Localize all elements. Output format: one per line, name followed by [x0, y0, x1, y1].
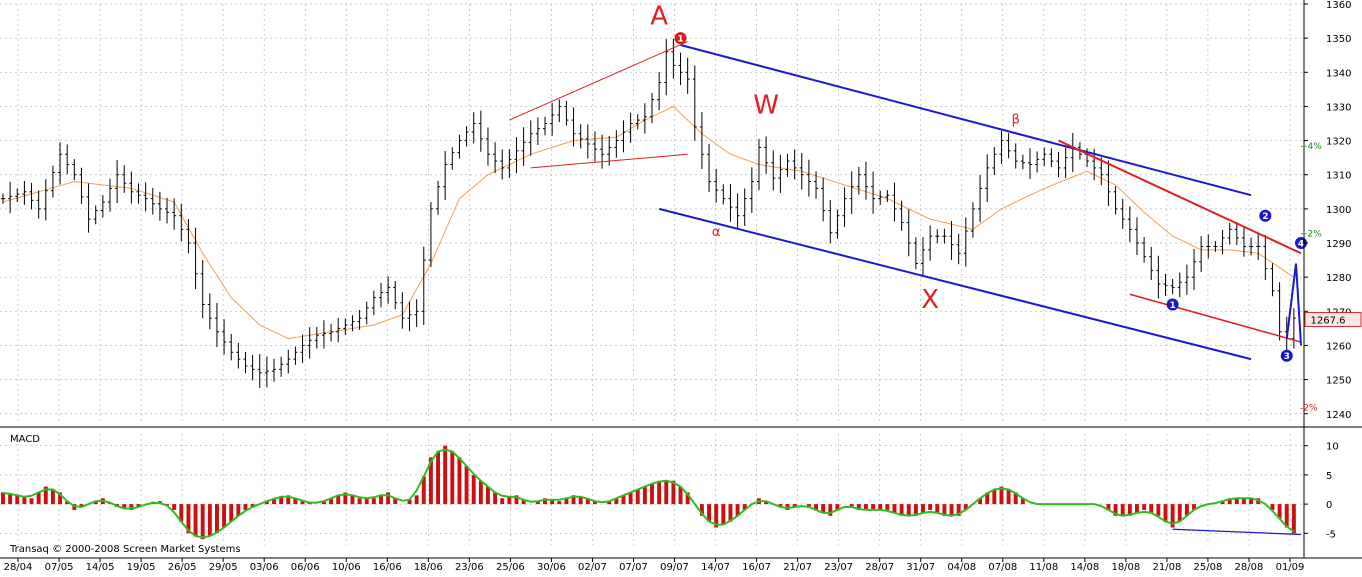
date-tick-label: 16/06	[373, 562, 402, 573]
wave-marker-label: 4	[1298, 240, 1304, 250]
channel-lower-line	[658, 207, 1252, 361]
percent-mark-label: -2%	[1300, 403, 1318, 413]
projection-down-line	[1295, 263, 1302, 346]
wave-marker-label: 1	[1169, 301, 1175, 311]
date-tick-label: 14/05	[86, 562, 115, 573]
date-tick-label: 28/07	[865, 562, 894, 573]
last-price-box	[1304, 312, 1362, 327]
price-tick-label: 1240	[1326, 410, 1351, 421]
date-tick-label: 31/07	[906, 562, 935, 573]
date-tick-label: 07/07	[619, 562, 648, 573]
date-tick-label: 29/05	[209, 562, 238, 573]
wedge-upper-line	[1058, 139, 1302, 255]
wave-label: A	[650, 1, 668, 31]
date-tick-label: 14/07	[701, 562, 730, 573]
date-tick-label: 21/07	[783, 562, 812, 573]
date-tick-label: 11/08	[1029, 562, 1058, 573]
triangle-upper-line	[509, 41, 688, 121]
date-tick-label: 14/08	[1070, 562, 1099, 573]
channel-upper-line	[680, 44, 1252, 197]
date-tick-label: 02/07	[578, 562, 607, 573]
price-tick-label: 1330	[1326, 102, 1351, 113]
wave-label: W	[753, 90, 779, 120]
price-tick-label: 1310	[1326, 171, 1351, 182]
wave-marker-label: 3	[1284, 352, 1290, 362]
price-tick-label: 1300	[1326, 205, 1351, 216]
date-tick-label: 07/05	[45, 562, 74, 573]
wave-marker-circle	[1166, 298, 1179, 311]
date-tick-label: 23/06	[455, 562, 484, 573]
wave-label: X	[921, 285, 939, 315]
date-tick-label: 25/08	[1194, 562, 1223, 573]
date-tick-label: 28/08	[1235, 562, 1264, 573]
wave-marker-label: 1	[677, 35, 683, 45]
price-tick-label: 1350	[1326, 34, 1351, 45]
wave-marker-label: 2	[1262, 212, 1268, 222]
last-price-label: 1267.6	[1311, 316, 1346, 327]
price-tick-label: 1250	[1326, 376, 1351, 387]
price-tick-label: 1290	[1326, 239, 1351, 250]
macd-tick-label: 0	[1326, 500, 1332, 511]
price-tick-label: 1340	[1326, 68, 1351, 79]
price-tick-label: 1360	[1326, 0, 1351, 11]
date-tick-label: 01/09	[1276, 562, 1305, 573]
macd-tick-label: -5	[1326, 529, 1336, 540]
wave-marker-circle	[1259, 209, 1272, 222]
date-tick-label: 21/08	[1152, 562, 1181, 573]
macd-divergence-line	[1172, 528, 1302, 536]
wave-marker-circle	[1280, 349, 1293, 362]
moving-average-line	[2, 105, 1295, 340]
wave-marker-circle	[674, 32, 687, 45]
date-tick-label: 30/06	[537, 562, 566, 573]
percent-mark-label: +4%	[1300, 142, 1322, 152]
date-tick-label: 07/08	[988, 562, 1017, 573]
copyright-text: Transaq © 2000-2008 Screen Market System…	[9, 544, 241, 555]
date-tick-label: 09/07	[660, 562, 689, 573]
wave-label: β	[1012, 113, 1020, 128]
date-tick-label: 16/07	[742, 562, 771, 573]
date-tick-label: 10/06	[332, 562, 361, 573]
macd-panel-title: MACD	[10, 434, 40, 445]
date-tick-label: 23/07	[824, 562, 853, 573]
date-tick-label: 19/05	[127, 562, 156, 573]
price-tick-label: 1280	[1326, 273, 1351, 284]
macd-signal-line	[2, 448, 1295, 539]
price-tick-label: 1260	[1326, 341, 1351, 352]
projection-up-line	[1285, 263, 1298, 339]
date-tick-label: 18/06	[414, 562, 443, 573]
date-tick-label: 04/08	[947, 562, 976, 573]
date-tick-label: 25/06	[496, 562, 525, 573]
percent-mark-label: +2%	[1300, 229, 1322, 239]
date-tick-label: 28/04	[4, 562, 33, 573]
triangle-lower-line	[530, 153, 688, 169]
date-tick-label: 06/06	[291, 562, 320, 573]
wedge-lower-line	[1129, 293, 1302, 343]
date-tick-label: 18/08	[1111, 562, 1140, 573]
price-tick-label: 1320	[1326, 137, 1351, 148]
macd-tick-label: 5	[1326, 471, 1332, 482]
date-tick-label: 26/05	[168, 562, 197, 573]
macd-tick-label: 10	[1326, 442, 1339, 453]
wave-label: α	[712, 225, 721, 240]
date-tick-label: 03/06	[250, 562, 279, 573]
